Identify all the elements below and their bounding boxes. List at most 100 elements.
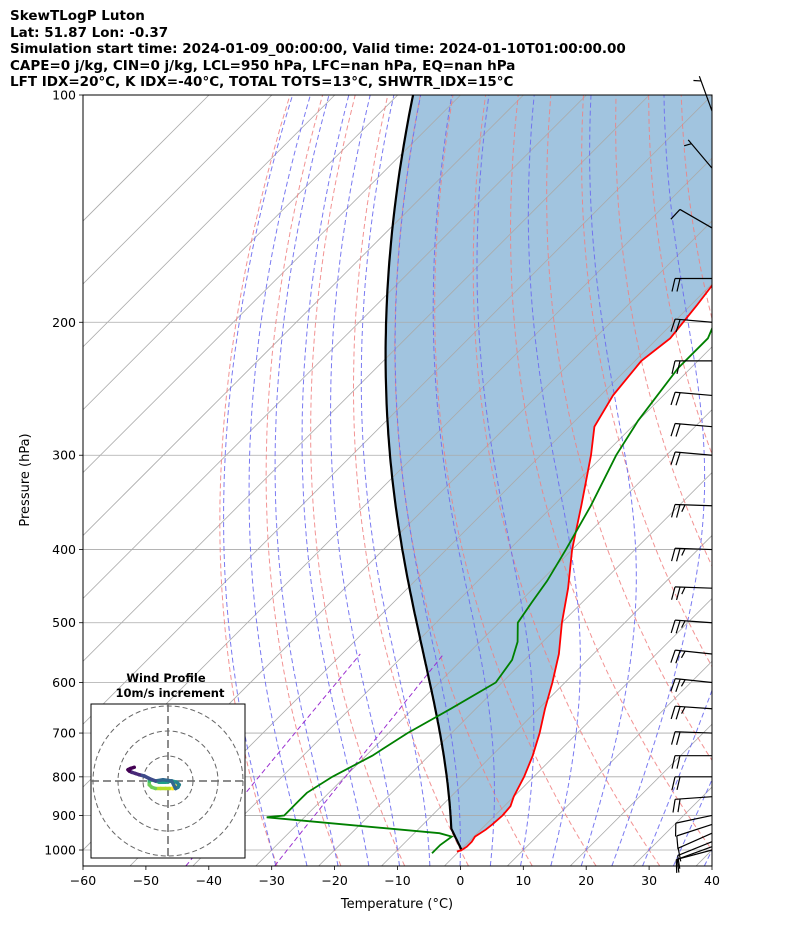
y-tick-label: 1000 <box>44 843 76 858</box>
wind-barb <box>670 678 713 692</box>
wind-barb-staff <box>677 841 713 857</box>
x-tick-label: 30 <box>641 873 657 888</box>
wind-barb-feather <box>675 706 681 720</box>
x-tick-label: −40 <box>196 873 222 888</box>
moist-adiabat-line <box>642 688 712 866</box>
dry-adiabat-line <box>353 95 469 866</box>
y-tick-label: 300 <box>52 448 76 463</box>
wind-barb-staff <box>675 678 713 684</box>
cin-shade-area <box>385 95 712 852</box>
location-line: Lat: 51.87 Lon: -0.37 <box>10 24 169 41</box>
wind-barb <box>670 586 713 601</box>
moist-adiabat-line <box>223 95 294 866</box>
wind-barb <box>671 360 712 375</box>
isotherm-line <box>192 346 712 866</box>
wind-barb-feather <box>672 799 676 813</box>
wind-barb-staff <box>675 731 713 734</box>
wind-barb-feather <box>675 319 681 333</box>
wind-barb-staff <box>675 391 713 397</box>
y-tick-label: 200 <box>52 315 76 330</box>
hodograph-segment <box>128 765 136 771</box>
wind-barb <box>674 814 713 837</box>
wind-barb <box>671 776 712 790</box>
moist-adiabat-line <box>476 95 535 866</box>
y-tick-label: 400 <box>52 542 76 557</box>
wind-barb-staff <box>675 649 713 655</box>
wind-barb-feather <box>677 798 681 813</box>
dry-adiabat-line <box>648 95 712 456</box>
wind-barb-feather <box>670 504 676 518</box>
dry-adiabat-line <box>714 95 794 866</box>
dry-adiabat-line <box>581 95 712 668</box>
wind-barb-feather <box>683 143 692 147</box>
moist-adiabat-line <box>527 95 581 866</box>
mixing-ratio-line <box>274 653 445 866</box>
wind-barb-staff <box>679 208 713 229</box>
wind-barb <box>670 391 713 406</box>
isotherm-line <box>444 597 712 866</box>
indices-line-1: CAPE=0 j/kg, CIN=0 j/kg, LCL=950 hPa, LF… <box>10 57 516 74</box>
wind-barb-feather <box>670 423 676 437</box>
isotherm-line <box>507 660 712 866</box>
isotherm-line <box>83 95 336 348</box>
moist-adiabat-layer <box>223 95 712 866</box>
y-tick-label: 100 <box>52 88 76 103</box>
wind-barb-feather <box>675 586 681 601</box>
wind-barb-feather <box>675 504 681 518</box>
wind-barb-staff <box>687 139 713 169</box>
y-tick-label: 800 <box>52 769 76 784</box>
wind-barb-staff <box>675 586 713 589</box>
wind-barb <box>683 139 713 169</box>
wind-barb-feather <box>670 209 681 220</box>
wind-barb-feather <box>670 619 676 634</box>
wind-barb <box>670 547 713 562</box>
moist-adiabat-line <box>274 95 339 866</box>
wind-barb-feather <box>670 451 676 465</box>
x-tick-label: 10 <box>515 873 531 888</box>
x-tick-label: −60 <box>70 873 96 888</box>
wind-barb-feather <box>670 318 676 332</box>
isotherm-line <box>83 95 273 285</box>
parcel-profile-line <box>384 95 463 851</box>
isotherm-line <box>381 534 712 866</box>
x-tick-label: −20 <box>321 873 347 888</box>
wind-barb-staff <box>675 619 713 624</box>
wind-barb <box>677 841 713 869</box>
wind-barb <box>670 649 713 664</box>
wind-barb-feather <box>670 586 676 600</box>
wind-barb-feather <box>671 755 676 769</box>
moist-adiabat-line <box>432 95 496 866</box>
parcel-shade-layer <box>385 95 712 852</box>
wind-barb-staff <box>675 422 713 428</box>
wind-barb-staff <box>677 846 713 860</box>
moist-adiabat-line <box>394 95 461 866</box>
x-tick-label: −10 <box>384 873 410 888</box>
wind-barb <box>670 208 713 229</box>
moist-adiabat-line <box>611 95 706 866</box>
isotherm-line <box>83 95 524 537</box>
wind-barb-feather <box>670 649 676 663</box>
hodograph-inset: Wind Profile 10m/s increment <box>90 671 246 859</box>
wind-barb-feather <box>676 776 681 790</box>
y-axis-ticks: 1000 900 800 700 600 500 400 300 200 100 <box>44 88 83 858</box>
wind-barb-feather <box>670 548 676 562</box>
wind-barb <box>670 705 713 720</box>
wind-barb <box>670 731 713 745</box>
wind-barb-feather <box>680 650 686 659</box>
wind-barb <box>670 619 713 634</box>
x-tick-label: −50 <box>133 873 159 888</box>
wind-barb-staff <box>677 832 713 849</box>
wind-barb-feather <box>675 548 681 562</box>
x-axis-ticks: −60 −50 −40 −30 −20 −10 0 10 20 30 40 <box>70 866 720 888</box>
x-tick-label: 0 <box>456 873 464 888</box>
wind-barb-staff <box>675 547 713 551</box>
wind-barb-feather <box>675 392 681 406</box>
wind-barb-staff <box>675 318 713 323</box>
hodograph-title: Wind Profile <box>126 671 206 685</box>
wind-barb <box>670 318 713 333</box>
wind-barb <box>670 503 713 518</box>
moist-adiabat-line <box>360 95 431 866</box>
indices-line-2: LFT IDX=20°C, K IDX=-40°C, TOTAL TOTS=13… <box>10 74 514 90</box>
wind-barb <box>672 796 713 813</box>
